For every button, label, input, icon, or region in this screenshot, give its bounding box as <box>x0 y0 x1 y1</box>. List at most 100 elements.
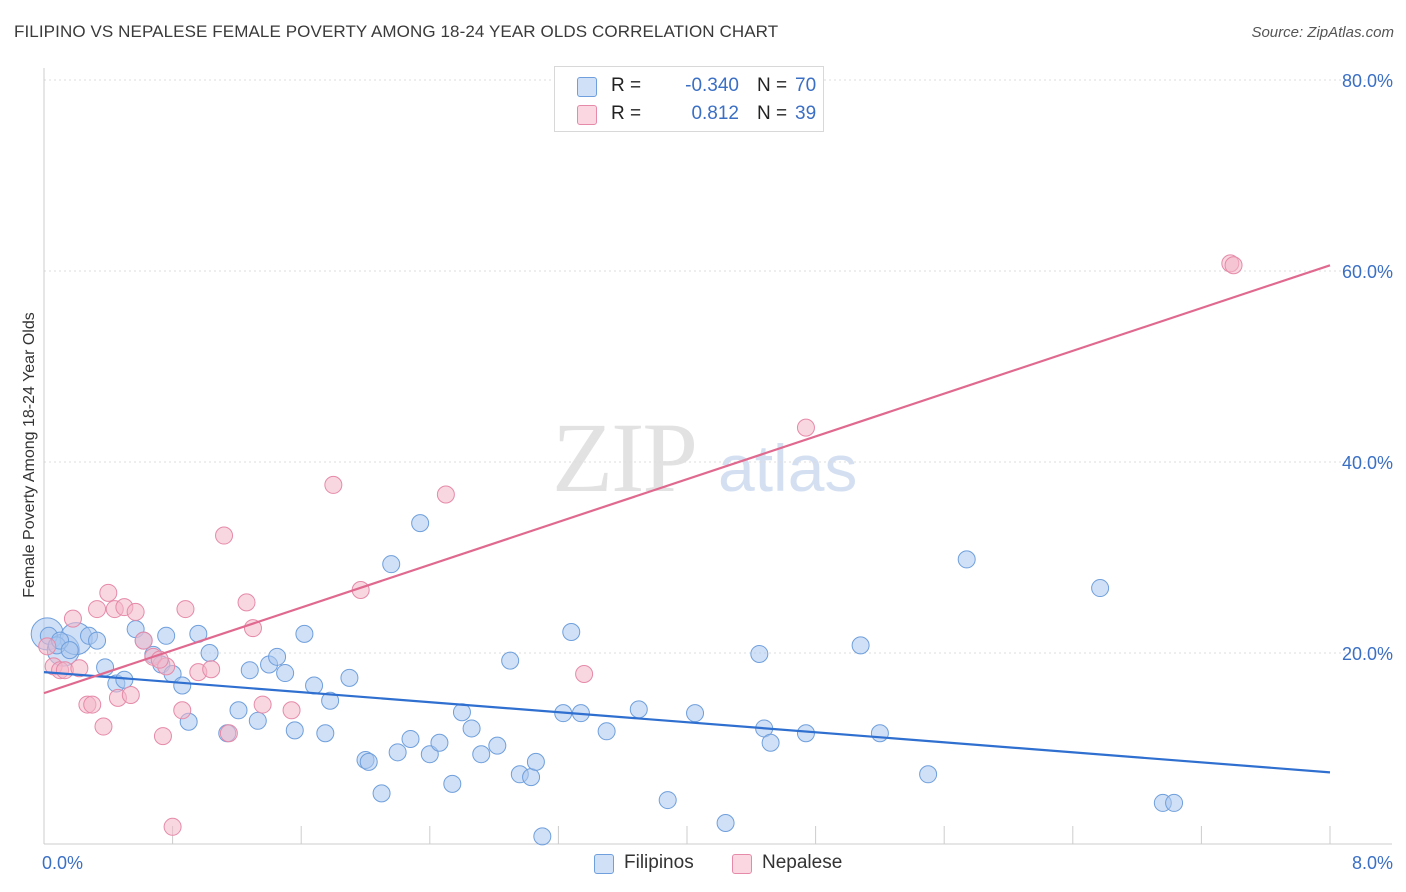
nepalese-trend-line <box>43 264 1331 695</box>
filipinos-point <box>359 752 378 771</box>
filipinos-point <box>443 774 462 793</box>
legend-r-value: 0.812 <box>691 103 739 124</box>
legend-swatch-nepalese <box>577 105 597 125</box>
filipinos-point <box>382 555 401 574</box>
filipinos-point <box>686 704 705 723</box>
filipinos-point <box>305 676 324 695</box>
filipinos-point <box>919 765 938 784</box>
filipinos-point <box>200 644 219 662</box>
x-tick-label-max: 8.0% <box>1352 853 1393 873</box>
nepalese-point <box>282 701 301 720</box>
filipinos-point <box>716 813 735 832</box>
nepalese-point <box>324 475 343 494</box>
filipinos-point <box>761 733 780 752</box>
nepalese-point <box>1224 256 1243 275</box>
filipinos-point <box>285 721 304 740</box>
filipinos-point <box>372 784 391 803</box>
filipinos-point <box>157 626 176 645</box>
bottom-legend-swatch-filipinos <box>594 854 614 874</box>
legend-n-value: 70 <box>795 75 817 96</box>
filipinos-point <box>276 664 295 683</box>
filipinos-point <box>1165 793 1184 812</box>
filipinos-point <box>870 724 889 743</box>
filipinos-point <box>340 668 359 687</box>
nepalese-point <box>99 583 118 602</box>
y-axis-label: Female Poverty Among 18-24 Year Olds <box>21 312 38 598</box>
nepalese-point <box>219 724 238 743</box>
nepalese-point <box>153 727 172 746</box>
source-label: Source: ZipAtlas.com <box>1251 24 1394 41</box>
grid-lines <box>44 79 1392 654</box>
nepalese-point <box>88 600 107 619</box>
nepalese-point <box>796 418 815 437</box>
filipinos-point <box>629 700 648 719</box>
legend-n-value: 39 <box>795 103 817 124</box>
filipinos-point <box>533 827 552 846</box>
filipinos-point <box>229 701 248 720</box>
nepalese-point <box>121 686 140 705</box>
bottom-legend-swatch-nepalese <box>732 854 752 874</box>
filipinos-point <box>388 743 407 762</box>
chart-title: FILIPINO VS NEPALESE FEMALE POVERTY AMON… <box>14 22 779 41</box>
filipinos-point <box>957 550 976 569</box>
filipinos-point <box>796 724 815 743</box>
watermark-zip: ZIP <box>552 402 698 513</box>
filipinos-point <box>268 647 287 666</box>
filipinos-point <box>1091 579 1110 598</box>
nepalese-point <box>176 600 195 619</box>
y-tick-label-40: 40.0% <box>1342 453 1393 473</box>
filipinos-point <box>430 733 449 752</box>
filipinos-point <box>522 768 541 787</box>
legend-r-label: R = <box>611 103 642 124</box>
legend-n-label: N = <box>757 103 788 124</box>
filipinos-point <box>488 736 507 755</box>
axes <box>43 68 1392 845</box>
nepalese-point <box>575 665 594 684</box>
filipinos-point <box>462 719 481 738</box>
correlation-legend: R = -0.340 N = 70 R = 0.812 N = 39 <box>554 66 824 132</box>
bottom-legend-label-nepalese: Nepalese <box>762 852 843 873</box>
nepalese-point <box>134 631 153 650</box>
filipinos-point <box>597 722 616 741</box>
filipinos-point <box>401 729 420 748</box>
filipinos-point <box>411 514 430 533</box>
filipinos-point <box>452 703 471 722</box>
legend-r-value: -0.340 <box>685 75 739 96</box>
nepalese-point <box>126 602 145 621</box>
y-tick-label-60: 60.0% <box>1342 262 1393 282</box>
filipinos-point <box>60 641 79 660</box>
trend-lines <box>43 264 1331 774</box>
filipinos-points <box>30 514 1184 846</box>
filipinos-point <box>526 752 545 771</box>
watermark-atlas: atlas <box>718 431 858 505</box>
filipinos-point <box>321 691 340 710</box>
filipinos-point <box>316 724 335 743</box>
nepalese-point <box>253 695 272 714</box>
filipinos-point <box>88 631 107 650</box>
nepalese-points <box>38 254 1243 836</box>
x-tick-label-min: 0.0% <box>42 853 83 873</box>
legend-r-label: R = <box>611 75 642 96</box>
bottom-legend-label-filipinos: Filipinos <box>624 852 694 873</box>
nepalese-point <box>83 695 102 714</box>
nepalese-point <box>215 526 234 545</box>
nepalese-point <box>70 659 89 678</box>
nepalese-point <box>94 717 113 736</box>
filipinos-point <box>562 622 581 641</box>
nepalese-point <box>63 609 82 628</box>
nepalese-point <box>163 817 182 836</box>
legend-n-label: N = <box>757 75 788 96</box>
y-tick-label-20: 20.0% <box>1342 644 1393 664</box>
nepalese-point <box>38 637 57 656</box>
filipinos-point <box>658 791 677 810</box>
filipinos-point <box>472 745 491 764</box>
legend-swatch-filipinos <box>577 77 597 97</box>
tick-labels: 20.0% 40.0% 60.0% 80.0% 0.0% 8.0% <box>42 71 1393 873</box>
nepalese-point <box>202 660 221 679</box>
nepalese-point <box>173 701 192 720</box>
filipinos-trend-line <box>43 671 1331 774</box>
filipinos-point <box>501 651 520 670</box>
filipinos-point <box>248 711 267 730</box>
y-tick-label-80: 80.0% <box>1342 71 1393 91</box>
